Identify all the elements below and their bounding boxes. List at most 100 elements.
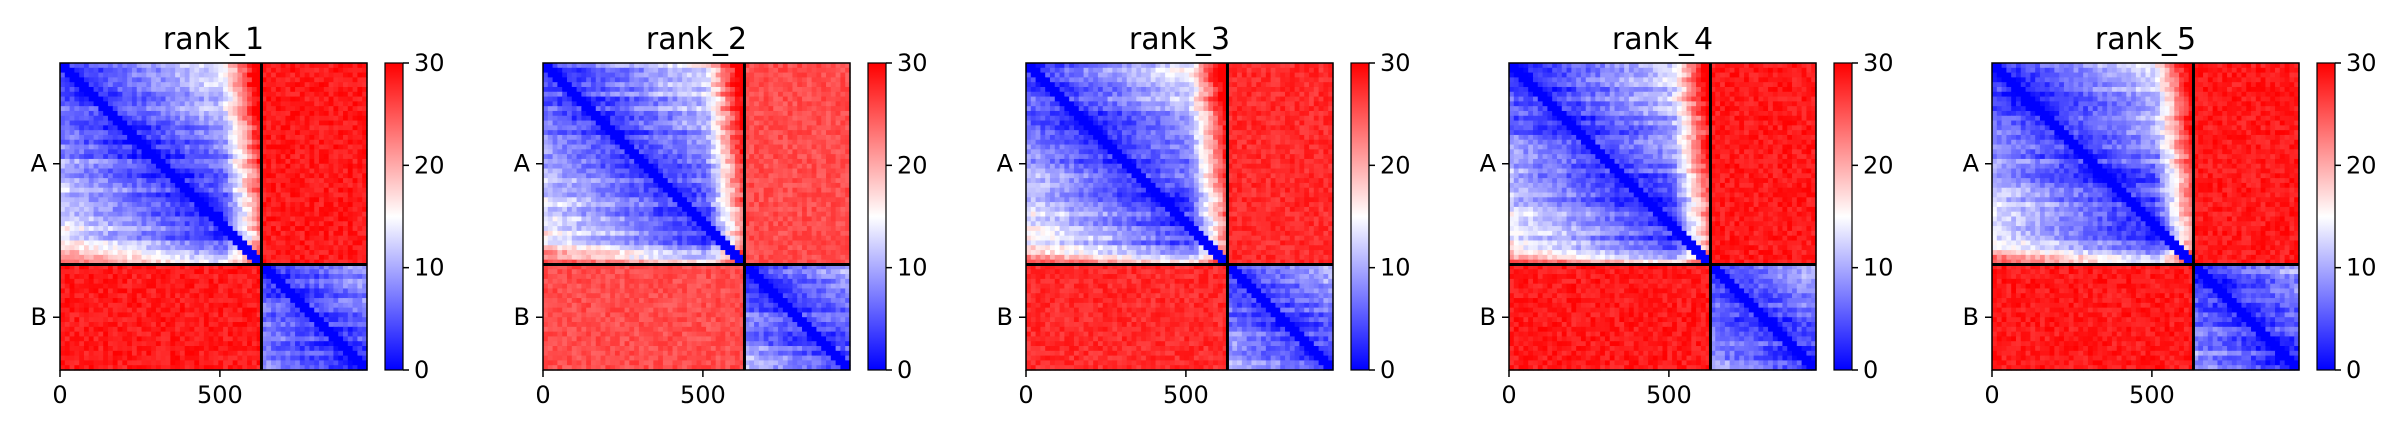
heatmap-cell	[764, 111, 769, 116]
heatmap-cell	[314, 231, 319, 236]
heatmap-cell	[127, 149, 132, 154]
heatmap-cell	[98, 68, 103, 73]
heatmap-cell	[209, 130, 214, 135]
heatmap-cell	[290, 346, 295, 351]
heatmap-cell	[166, 121, 171, 126]
heatmap-cell	[572, 121, 577, 126]
heatmap-cell	[79, 92, 84, 97]
heatmap-cell	[730, 106, 735, 111]
heatmap-cell	[553, 87, 558, 92]
heatmap-cell	[266, 341, 271, 346]
heatmap-cell	[562, 106, 567, 111]
heatmap-cell	[180, 178, 185, 183]
heatmap-cell	[98, 121, 103, 126]
heatmap-cell	[586, 125, 591, 130]
heatmap-cell	[266, 173, 271, 178]
heatmap-cell	[836, 87, 841, 92]
heatmap-cell	[314, 288, 319, 293]
heatmap-cell	[151, 284, 156, 289]
heatmap-cell	[252, 341, 257, 346]
heatmap-cell	[108, 183, 113, 188]
heatmap-cell	[214, 245, 219, 250]
heatmap-cell	[194, 217, 199, 222]
heatmap-cell	[290, 322, 295, 327]
heatmap-cell	[209, 101, 214, 106]
heatmap-cell	[223, 178, 228, 183]
heatmap-cell	[185, 145, 190, 150]
heatmap-cell	[146, 101, 151, 106]
heatmap-cell	[170, 169, 175, 174]
heatmap-cell	[324, 207, 329, 212]
heatmap-cell	[281, 250, 286, 255]
heatmap-cell	[281, 317, 286, 322]
heatmap-cell	[333, 101, 338, 106]
heatmap-cell	[324, 308, 329, 313]
heatmap-cell	[591, 82, 596, 87]
heatmap-cell	[166, 303, 171, 308]
heatmap-cell	[353, 106, 358, 111]
heatmap-cell	[94, 63, 99, 68]
heatmap-cell	[113, 73, 118, 78]
heatmap-cell	[697, 116, 702, 121]
heatmap-cell	[132, 87, 137, 92]
heatmap-cell	[166, 217, 171, 222]
heatmap-cell	[137, 303, 142, 308]
heatmap-cell	[108, 341, 113, 346]
heatmap-cell	[151, 274, 156, 279]
heatmap-cell	[276, 231, 281, 236]
heatmap-cell	[118, 217, 123, 222]
heatmap-cell	[792, 106, 797, 111]
heatmap-cell	[175, 245, 180, 250]
heatmap-cell	[601, 73, 606, 78]
heatmap-cell	[252, 231, 257, 236]
heatmap-cell	[567, 68, 572, 73]
heatmap-cell	[113, 106, 118, 111]
heatmap-cell	[194, 327, 199, 332]
heatmap-cell	[634, 101, 639, 106]
heatmap-cell	[89, 92, 94, 97]
heatmap-cell	[166, 255, 171, 260]
heatmap-cell	[122, 255, 127, 260]
heatmap-cell	[65, 240, 70, 245]
heatmap-cell	[773, 121, 778, 126]
heatmap-cell	[797, 82, 802, 87]
heatmap-cell	[233, 125, 238, 130]
heatmap-cell	[209, 308, 214, 313]
heatmap-cell	[300, 245, 305, 250]
heatmap-cell	[170, 245, 175, 250]
heatmap-cell	[137, 279, 142, 284]
heatmap-cell	[692, 82, 697, 87]
heatmap-cell	[214, 360, 219, 365]
heatmap-cell	[151, 68, 156, 73]
heatmap-cell	[228, 145, 233, 150]
heatmap-cell	[343, 322, 348, 327]
heatmap-cell	[290, 279, 295, 284]
heatmap-cell	[285, 298, 290, 303]
heatmap-cell	[309, 164, 314, 169]
heatmap-cell	[295, 121, 300, 126]
heatmap-cell	[295, 312, 300, 317]
heatmap-cell	[329, 245, 334, 250]
heatmap-cell	[305, 77, 310, 82]
heatmap-cell	[142, 97, 147, 102]
heatmap-cell	[252, 351, 257, 356]
heatmap-cell	[151, 231, 156, 236]
heatmap-cell	[271, 116, 276, 121]
heatmap-cell	[749, 121, 754, 126]
heatmap-cell	[276, 351, 281, 356]
heatmap-cell	[84, 308, 89, 313]
heatmap-cell	[204, 145, 209, 150]
heatmap-cell	[161, 169, 166, 174]
heatmap-cell	[329, 140, 334, 145]
heatmap-cell	[247, 269, 252, 274]
heatmap-cell	[348, 106, 353, 111]
heatmap-cell	[309, 145, 314, 150]
heatmap-cell	[271, 87, 276, 92]
colorbar-tick-label: 20	[414, 151, 445, 179]
heatmap-cell	[132, 106, 137, 111]
heatmap-cell	[113, 217, 118, 222]
heatmap-cell	[314, 188, 319, 193]
heatmap-cell	[768, 73, 773, 78]
heatmap-cell	[759, 101, 764, 106]
heatmap-cell	[281, 202, 286, 207]
